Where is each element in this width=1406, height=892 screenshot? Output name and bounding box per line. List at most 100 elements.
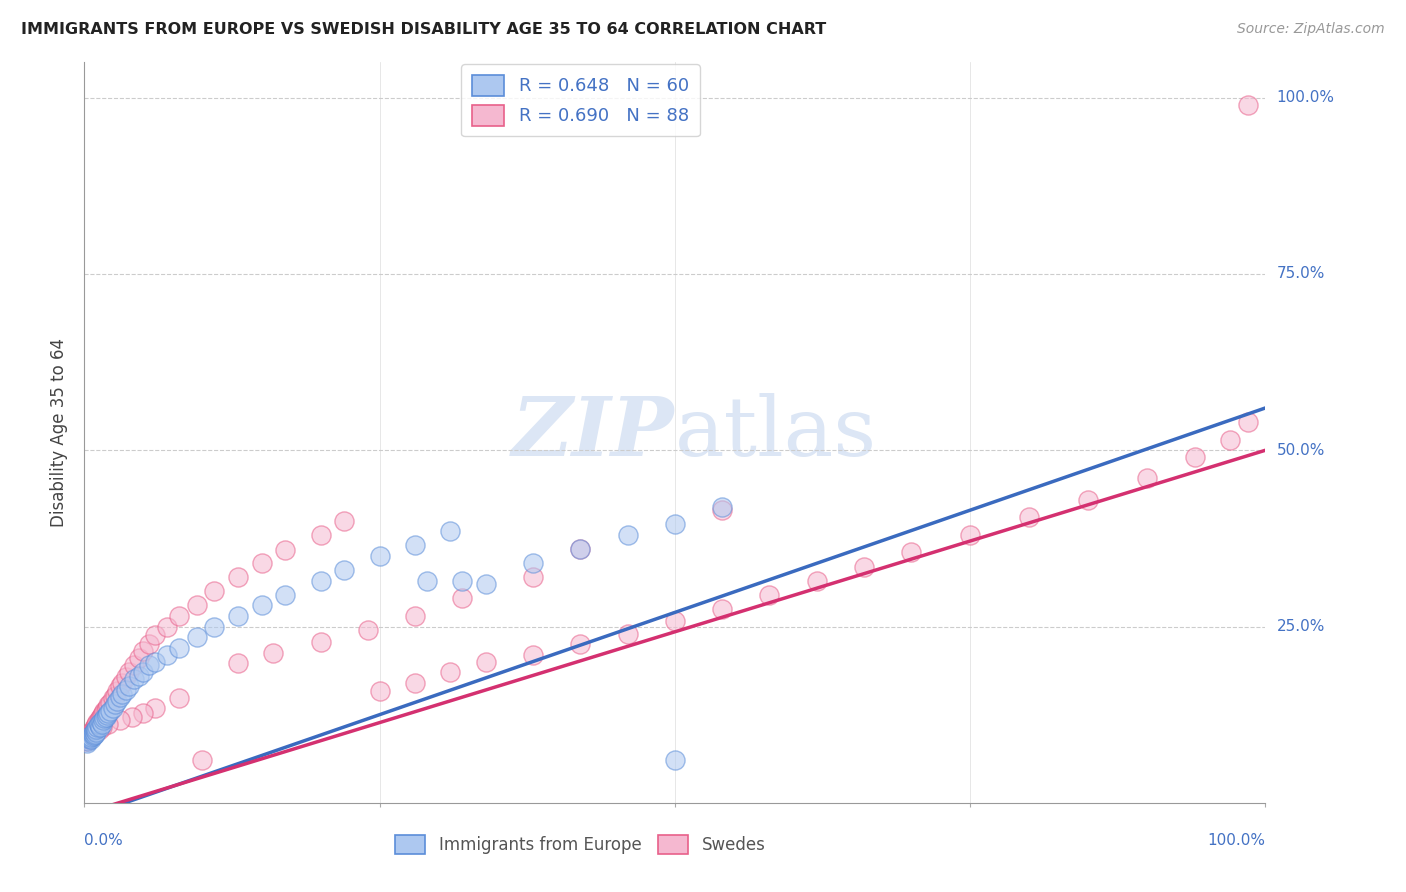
Point [250,556,273,570]
Point [128,669,150,683]
Point [167,609,190,624]
Point [107,684,129,698]
Point [93,704,115,718]
Point [404,609,426,624]
Point [97,698,120,713]
Point [522,648,544,662]
Point [108,680,131,694]
Point [806,574,828,588]
Point [87,723,110,738]
Point [91,707,114,722]
Point [262,646,284,660]
Point [86,720,108,734]
Point [87,713,110,727]
Point [94,710,117,724]
Point [143,655,166,669]
Point [711,503,734,517]
Point [111,676,134,690]
Point [368,549,391,563]
Point [97,706,120,720]
Point [83,723,105,737]
Point [309,528,332,542]
Point [96,700,118,714]
Point [79,731,101,745]
Point [186,630,208,644]
Text: 100.0%: 100.0% [1277,90,1334,105]
Point [569,637,592,651]
Point [309,574,332,588]
Point [77,728,100,742]
Point [93,711,115,725]
Point [108,690,131,704]
Point [122,658,145,673]
Text: 50.0%: 50.0% [1277,442,1324,458]
Point [368,684,391,698]
Point [250,599,273,613]
Point [439,524,461,539]
Point [90,714,112,729]
Point [202,584,225,599]
Point [416,574,439,588]
Point [569,541,592,556]
Legend: Immigrants from Europe, Swedes: Immigrants from Europe, Swedes [388,829,772,861]
Point [143,700,166,714]
Point [1018,510,1040,524]
Text: IMMIGRANTS FROM EUROPE VS SWEDISH DISABILITY AGE 35 TO 64 CORRELATION CHART: IMMIGRANTS FROM EUROPE VS SWEDISH DISABI… [21,22,827,37]
Point [82,725,104,739]
Point [97,716,120,731]
Point [114,670,136,684]
Point [90,710,112,724]
Point [89,711,111,725]
Point [83,728,105,742]
Point [138,637,160,651]
Point [83,721,105,735]
Point [128,651,150,665]
Point [91,713,114,727]
Point [91,706,114,720]
Point [616,626,638,640]
Point [664,517,686,532]
Point [226,656,249,670]
Point [108,713,131,727]
Point [475,655,498,669]
Point [82,729,104,743]
Point [107,693,129,707]
Point [758,588,780,602]
Point [84,725,107,739]
Point [121,710,143,724]
Point [82,727,104,741]
Point [104,689,127,703]
Point [333,514,356,528]
Point [79,727,101,741]
Point [114,683,136,698]
Point [404,676,426,690]
Point [84,727,107,741]
Point [87,716,110,731]
Point [84,716,107,731]
Point [852,559,875,574]
Point [84,720,107,734]
Text: Source: ZipAtlas.com: Source: ZipAtlas.com [1237,22,1385,37]
Point [84,718,107,732]
Point [84,722,107,736]
Point [226,570,249,584]
Point [83,725,105,739]
Point [274,588,297,602]
Point [132,665,155,680]
Point [79,729,101,743]
Point [156,648,179,662]
Point [98,696,121,710]
Point [76,732,98,747]
Point [138,658,160,673]
Point [77,730,100,744]
Point [91,720,114,734]
Point [156,619,179,633]
Point [82,723,104,738]
Point [226,609,249,624]
Point [75,733,97,747]
Point [87,718,110,732]
Text: 0.0%: 0.0% [84,833,124,848]
Point [98,704,121,718]
Point [439,665,461,680]
Point [96,707,118,722]
